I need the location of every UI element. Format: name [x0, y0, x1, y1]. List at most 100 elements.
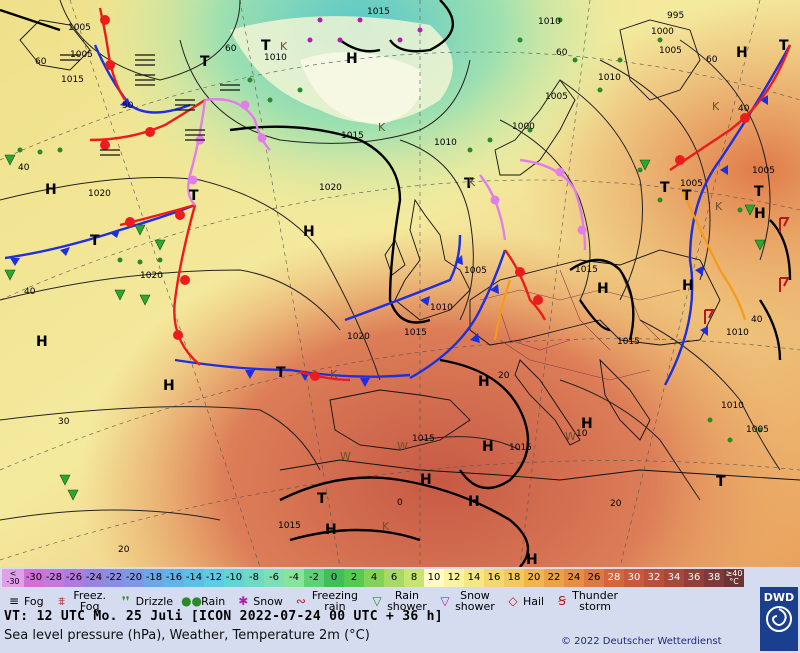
high-center: H — [597, 281, 609, 297]
isobar-label: 1005 — [680, 179, 703, 189]
isobar-label: 1020 — [319, 183, 342, 193]
high-center: H — [526, 552, 538, 567]
legend-fog: ≡ Fog — [4, 594, 44, 608]
legend-freezing-fog: ⩨ Freez. Fog — [52, 590, 108, 612]
hail-icon: ◇ — [508, 594, 518, 608]
fog-symbols — [60, 54, 240, 156]
temperature-label: 60 — [225, 44, 237, 54]
isobar-label: 1010 — [430, 303, 453, 313]
scale-cell: 18 — [504, 569, 524, 587]
temperature-label: 20 — [498, 371, 510, 381]
scale-cell: -16 — [164, 569, 184, 587]
low-center: T — [464, 176, 474, 192]
cold-air-label: K — [378, 121, 386, 134]
cold-air-label: K — [715, 200, 723, 213]
shower-symbols — [4, 154, 766, 501]
weather-legend: ≡ Fog ⩨ Freez. Fog ❜❜ Drizzle ●● Rain ✱ Snow … — [4, 588, 754, 614]
high-center: H — [325, 522, 337, 538]
low-center: T — [660, 180, 670, 196]
cool-core-center — [300, 52, 422, 125]
dwd-swirl-icon — [766, 606, 792, 632]
temperature-label: 20 — [610, 499, 622, 509]
temperature-label: 40 — [24, 287, 36, 297]
scale-cell: 28 — [604, 569, 624, 587]
thunderstorm-icon: Ꞩ — [558, 594, 566, 608]
scale-cell: 14 — [464, 569, 484, 587]
scale-cell: 38 — [704, 569, 724, 587]
low-pressure-centers: T T T T T T T T T T T T — [90, 38, 789, 507]
scale-cell: -2 — [304, 569, 324, 587]
scale-cell: -8 — [244, 569, 264, 587]
legend-label: Freezing rain — [311, 589, 358, 613]
isobar-label: 1020 — [88, 189, 111, 199]
isobar-label: 1010 — [726, 328, 749, 338]
temperature-label: 0 — [397, 498, 403, 508]
legend-rain: ●● Rain — [181, 594, 225, 608]
high-center: H — [36, 334, 48, 350]
low-center: T — [189, 188, 199, 204]
temperature-label: 30 — [58, 417, 70, 427]
isobar-label: 1010 — [434, 138, 457, 148]
isobar-label: 1015 — [278, 521, 301, 531]
scale-cell: 24 — [564, 569, 584, 587]
temperature-scale: < -30 -30 -28 -26 -24 -22 -20 -18 -16 -14 -12 -10-… — [2, 569, 744, 587]
high-center: H — [482, 439, 494, 455]
isobar-label: 1010 — [598, 73, 621, 83]
isobar-label: 995 — [667, 11, 684, 21]
troughs — [493, 184, 747, 341]
pressure-labels: 1005 1015 1010 995 1000 1005 1010 1005 1… — [61, 7, 775, 531]
scale-cell: -10 — [224, 569, 244, 587]
scale-cell: -18 — [144, 569, 164, 587]
isobars-thick — [0, 0, 792, 567]
isobar-label: 1010 — [538, 17, 561, 27]
high-center: H — [478, 374, 490, 390]
temperature-label: 40 — [18, 163, 30, 173]
weather-symbols — [17, 17, 763, 443]
high-center: H — [346, 51, 358, 67]
legend-label: Snow shower — [455, 589, 495, 613]
scale-cell: 20 — [524, 569, 544, 587]
scale-cell: 26 — [584, 569, 604, 587]
scale-cell: 30 — [624, 569, 644, 587]
isobar-label: 1010 — [721, 401, 744, 411]
scale-cells: -30 -28 -26 -24 -22 -20 -18 -16 -14 -12 -10 -8 -6 -4-… — [24, 569, 724, 587]
coastlines — [19, 19, 800, 481]
legend-snow: ✱ Snow — [233, 594, 283, 608]
snow-shower-icon: ▽ — [440, 594, 450, 608]
scale-cell: -4 — [284, 569, 304, 587]
legend-hail: ◇ Hail — [503, 594, 544, 608]
scale-cell: 12 — [444, 569, 464, 587]
isobar-label: 1010 — [264, 53, 287, 63]
scale-cell-low: < -30 — [2, 569, 24, 587]
scale-cell: -12 — [204, 569, 224, 587]
scale-cell: 36 — [684, 569, 704, 587]
isobar-label: 1005 — [70, 50, 93, 60]
scale-cell: -28 — [44, 569, 64, 587]
isobar-label: 1005 — [68, 23, 91, 33]
warm-air-label: W — [340, 450, 351, 463]
warm-air-label: W — [397, 440, 408, 453]
high-pressure-centers: H H H H H H H H H H H H H H H H — [36, 45, 766, 567]
isobar-label: 1005 — [545, 92, 568, 102]
low-center: T — [90, 233, 100, 249]
isobar-label: 1000 — [512, 122, 535, 132]
isobar-label: 1015 — [412, 434, 435, 444]
temperature-label: 20 — [118, 545, 130, 555]
isobar-label: 1015 — [404, 328, 427, 338]
temperature-labels: 60 40 50 60 40 30 20 0 10 20 20 40 40 60… — [18, 44, 763, 555]
high-center: H — [682, 278, 694, 294]
legend-freezing-rain: ∾ Freezing rain — [291, 590, 359, 612]
isobar-label: 1005 — [464, 266, 487, 276]
legend-rain-shower: ▽ Rain shower — [367, 590, 427, 612]
temperature-label: 60 — [556, 48, 568, 58]
legend-drizzle: ❜❜ Drizzle — [116, 594, 173, 608]
snow-symbols — [307, 17, 423, 43]
cold-air-label: K — [280, 40, 288, 53]
isobar-label: 1005 — [752, 166, 775, 176]
legend-label: Hail — [522, 594, 545, 608]
isobar-label: 1015 — [509, 443, 532, 453]
isobar-label: 1015 — [341, 131, 364, 141]
snow-icon: ✱ — [238, 594, 249, 608]
legend-label: Rain shower — [387, 589, 427, 613]
high-center: H — [736, 45, 748, 61]
